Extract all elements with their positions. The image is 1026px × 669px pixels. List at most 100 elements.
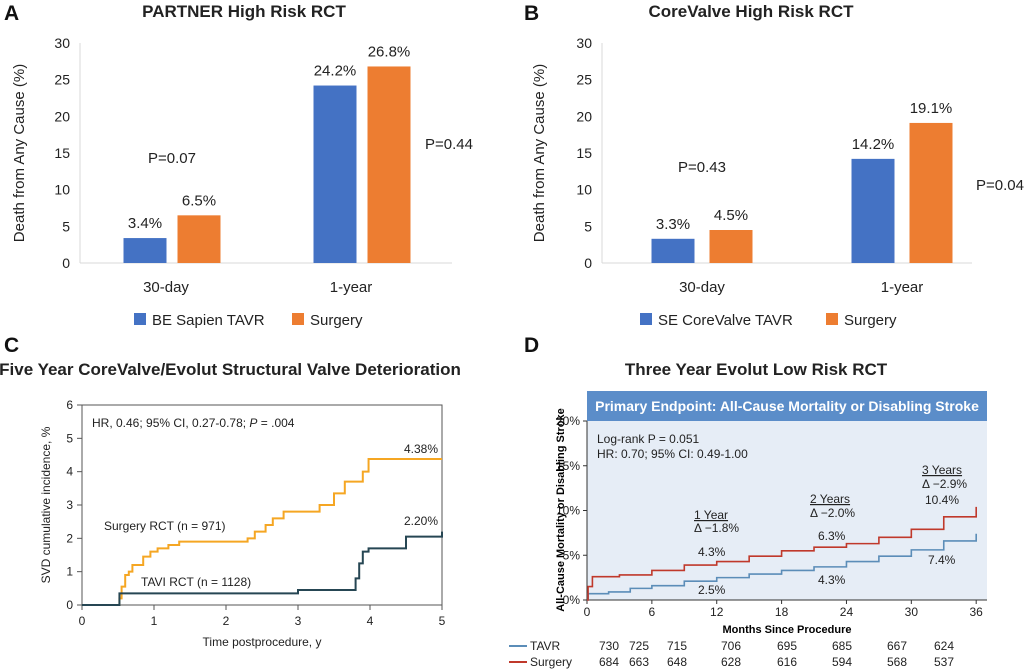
panel-b-legend-tavr: SE CoreValve TAVR: [658, 312, 793, 329]
panel-c-line-surgery: [82, 458, 442, 606]
panel-d-xtick-12: 12: [710, 605, 724, 619]
panel-d-banner: [587, 391, 987, 421]
panel-d-surgery-3: 10.4%: [925, 493, 959, 507]
panel-c-ytick-6: 6: [66, 398, 73, 412]
panel-a-legend-tavr-swatch: [134, 313, 146, 325]
panel-d-annotation-1: Log-rank P = 0.051: [597, 432, 700, 446]
panel-d-atrisk-tavr-36: 624: [934, 639, 954, 653]
panel-a-datalabel-tavr-1-year: 24.2%: [314, 63, 357, 80]
panel-b-ytick-10: 10: [576, 182, 592, 198]
panel-d-delta-2: Δ −2.0%: [810, 506, 855, 520]
panel-d-period-3: 3 Years: [922, 463, 962, 477]
panel-c-ytick-4: 4: [66, 465, 73, 479]
panel-b: B CoreValve High Risk RCT Death from Any…: [524, 2, 1024, 329]
panel-c-annotation: HR, 0.46; 95% CI, 0.27-0.78; P = .004: [92, 416, 295, 430]
panel-d-ytick-5%: 5%: [563, 548, 581, 562]
panel-d-tavr-2: 4.3%: [818, 573, 846, 587]
panel-b-datalabel-tavr-30-day: 3.3%: [656, 216, 690, 233]
panel-b-ytick-25: 25: [576, 72, 592, 88]
panel-c-ytick-2: 2: [66, 531, 73, 545]
panel-c-end-surgery: 4.38%: [404, 442, 438, 456]
panel-b-letter: B: [524, 2, 539, 25]
panel-a-ylabel: Death from Any Cause (%): [11, 64, 28, 242]
panel-d-atrisk-surgery-3: 663: [629, 655, 649, 669]
panel-a-datalabel-tavr-30-day: 3.4%: [128, 215, 162, 232]
panel-a-letter: A: [4, 2, 19, 25]
panel-c-ytick-1: 1: [66, 565, 73, 579]
panel-c-plot-frame: [81, 404, 443, 606]
panel-d: D Three Year Evolut Low Risk RCT Primary…: [509, 334, 987, 669]
panel-c-label-tavi: TAVI RCT (n = 1128): [141, 575, 251, 589]
panel-b-datalabel-surgery-30-day: 4.5%: [714, 207, 748, 224]
panel-a-legend-tavr: BE Sapien TAVR: [152, 312, 265, 329]
panel-d-atrisk-tavr-24: 685: [832, 639, 852, 653]
panel-d-xtick-24: 24: [840, 605, 854, 619]
panel-d-delta-3: Δ −2.9%: [922, 477, 967, 491]
panel-b-pvalue-30day: P=0.43: [678, 159, 726, 176]
panel-b-datalabel-surgery-1-year: 19.1%: [910, 100, 953, 117]
panel-a: A PARTNER High Risk RCT Death from Any C…: [4, 2, 473, 329]
panel-a-ytick-30: 30: [54, 35, 70, 51]
panel-a-bar-surgery-30-day: [177, 215, 221, 263]
panel-b-ytick-0: 0: [584, 255, 592, 271]
panel-c-letter: C: [4, 334, 19, 357]
panel-b-ylabel: Death from Any Cause (%): [531, 64, 548, 242]
panel-c-label-surgery: Surgery RCT (n = 971): [104, 519, 226, 533]
panel-d-atrisk-surgery-24: 594: [832, 655, 852, 669]
panel-d-surgery-2: 6.3%: [818, 529, 846, 543]
panel-b-bar-surgery-30-day: [709, 230, 753, 263]
panel-d-atrisk-surgery-12: 628: [721, 655, 741, 669]
panel-c-ylabel: SVD cumulative incidence, %: [39, 426, 53, 583]
panel-d-ylabel: All-Cause Mortality or Disabling Stroke: [555, 408, 567, 612]
panel-a-legend-surgery: Surgery: [310, 312, 363, 329]
panel-d-ytick-10%: 10%: [556, 504, 580, 518]
panel-b-legend-tavr-swatch: [640, 313, 652, 325]
panel-a-ytick-20: 20: [54, 108, 70, 124]
panel-d-atrisk-tavr-3: 725: [629, 639, 649, 653]
panel-d-delta-1: Δ −1.8%: [694, 521, 739, 535]
panel-d-ytick-15%: 15%: [556, 459, 580, 473]
panel-c-xtick-4: 4: [367, 614, 374, 628]
panel-b-ytick-15: 15: [576, 145, 592, 161]
panel-c: C Five Year CoreValve/Evolut Structural …: [0, 334, 461, 649]
panel-d-xtick-0: 0: [584, 605, 591, 619]
panel-a-datalabel-surgery-30-day: 6.5%: [182, 192, 216, 209]
panel-d-xlabel: Months Since Procedure: [723, 624, 852, 636]
panel-a-pvalue-1year: P=0.44: [425, 136, 473, 153]
panel-a-xtick-1year: 1-year: [330, 279, 373, 296]
panel-d-atrisk-tavr-0: 730: [599, 639, 619, 653]
panel-d-tavr-3: 7.4%: [928, 553, 956, 567]
panel-a-ytick-0: 0: [62, 255, 70, 271]
panel-d-ytick-20%: 20%: [556, 414, 580, 428]
panel-a-legend-surgery-swatch: [292, 313, 304, 325]
panel-d-line-tavr: [587, 533, 977, 601]
panel-b-xtick-30day: 30-day: [679, 279, 725, 296]
panel-d-atrisk-tavr-18: 695: [777, 639, 797, 653]
panel-a-xtick-30day: 30-day: [143, 279, 189, 296]
panel-c-xtick-0: 0: [79, 614, 86, 628]
panel-b-xtick-1year: 1-year: [881, 279, 924, 296]
panel-d-atrisk-surgery-0: 684: [599, 655, 619, 669]
panel-d-letter: D: [524, 334, 539, 357]
panel-b-bar-tavr-1-year: [851, 158, 895, 263]
panel-b-bar-tavr-30-day: [651, 238, 695, 263]
panel-d-tavr-1: 2.5%: [698, 583, 726, 597]
panel-d-xtick-36: 36: [970, 605, 984, 619]
panel-c-xlabel: Time postprocedure, y: [203, 635, 322, 649]
panel-d-annotation-2: HR: 0.70; 95% CI: 0.49-1.00: [597, 447, 748, 461]
panel-d-ytick-0%: 0%: [563, 593, 581, 607]
panel-b-ytick-30: 30: [576, 35, 592, 51]
panel-a-ytick-5: 5: [62, 218, 70, 234]
panel-d-period-2: 2 Years: [810, 492, 850, 506]
panel-b-pvalue-1year: P=0.04: [976, 177, 1024, 194]
panel-d-xtick-30: 30: [905, 605, 919, 619]
panel-d-period-1: 1 Year: [694, 508, 728, 522]
panel-d-line-surgery: [587, 506, 977, 601]
panel-a-pvalue-30day: P=0.07: [148, 150, 196, 167]
panel-c-end-tavi: 2.20%: [404, 514, 438, 528]
panel-a-bar-surgery-1-year: [367, 66, 411, 263]
panel-d-atrisk-surgery-36: 537: [934, 655, 954, 669]
panel-d-atrisk-tavr-12: 706: [721, 639, 741, 653]
panel-c-xtick-3: 3: [295, 614, 302, 628]
